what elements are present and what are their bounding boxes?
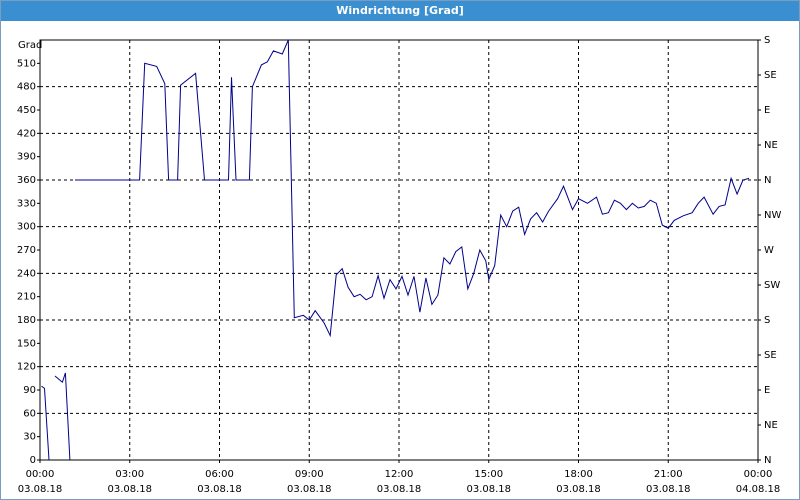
x-tick-label: 00:00 (744, 469, 773, 480)
y2-tick-label: E (764, 105, 770, 116)
title-bar: Windrichtung [Grad] (1, 1, 799, 21)
y2-tick-label: NE (764, 140, 778, 151)
y2-tick-label: SW (764, 280, 780, 291)
y-tick-label: 240 (17, 268, 36, 279)
y-tick-label: 330 (17, 198, 36, 209)
x-tick-date: 03.08.18 (18, 484, 63, 495)
x-tick-date: 03.08.18 (646, 484, 691, 495)
y2-tick-label: S (764, 35, 770, 46)
y-tick-label: 210 (17, 292, 36, 303)
y-tick-label: 390 (17, 152, 36, 163)
x-tick-date: 03.08.18 (556, 484, 601, 495)
y-tick-label: 120 (17, 362, 36, 373)
y-tick-label: 0 (30, 455, 36, 466)
x-tick-label: 06:00 (205, 469, 234, 480)
y-tick-label: 450 (17, 105, 36, 116)
y2-tick-label: NW (764, 210, 781, 221)
x-tick-label: 21:00 (654, 469, 683, 480)
y-axis-label: Grad (18, 40, 42, 51)
data-line (41, 39, 750, 461)
y2-tick-label: SE (764, 350, 777, 361)
y-tick-label: 60 (23, 408, 36, 419)
x-tick-date: 03.08.18 (466, 484, 511, 495)
y2-tick-label: N (764, 455, 771, 466)
x-tick-date: 03.08.18 (107, 484, 152, 495)
y2-tick-label: S (764, 315, 770, 326)
y2-tick-label: NE (764, 420, 778, 431)
x-tick-date: 03.08.18 (377, 484, 422, 495)
y2-tick-label: E (764, 385, 770, 396)
x-tick-label: 00:00 (26, 469, 55, 480)
x-tick-date: 03.08.18 (287, 484, 332, 495)
y-tick-label: 270 (17, 245, 36, 256)
x-tick-label: 12:00 (385, 469, 414, 480)
x-tick-label: 09:00 (295, 469, 324, 480)
y-tick-label: 300 (17, 222, 36, 233)
y-tick-label: 150 (17, 338, 36, 349)
y2-tick-label: W (764, 245, 774, 256)
y-tick-label: 360 (17, 175, 36, 186)
x-tick-date: 04.08.18 (736, 484, 781, 495)
y-tick-label: 180 (17, 315, 36, 326)
x-tick-label: 15:00 (474, 469, 503, 480)
y-tick-label: 30 (23, 432, 36, 443)
y2-tick-label: SE (764, 70, 777, 81)
y-tick-label: 90 (23, 385, 36, 396)
y-tick-label: 510 (17, 58, 36, 69)
x-tick-date: 03.08.18 (197, 484, 242, 495)
y-tick-label: 420 (17, 128, 36, 139)
y-tick-label: 480 (17, 82, 36, 93)
x-tick-label: 03:00 (115, 469, 144, 480)
y2-tick-label: N (764, 175, 771, 186)
x-tick-label: 18:00 (564, 469, 593, 480)
